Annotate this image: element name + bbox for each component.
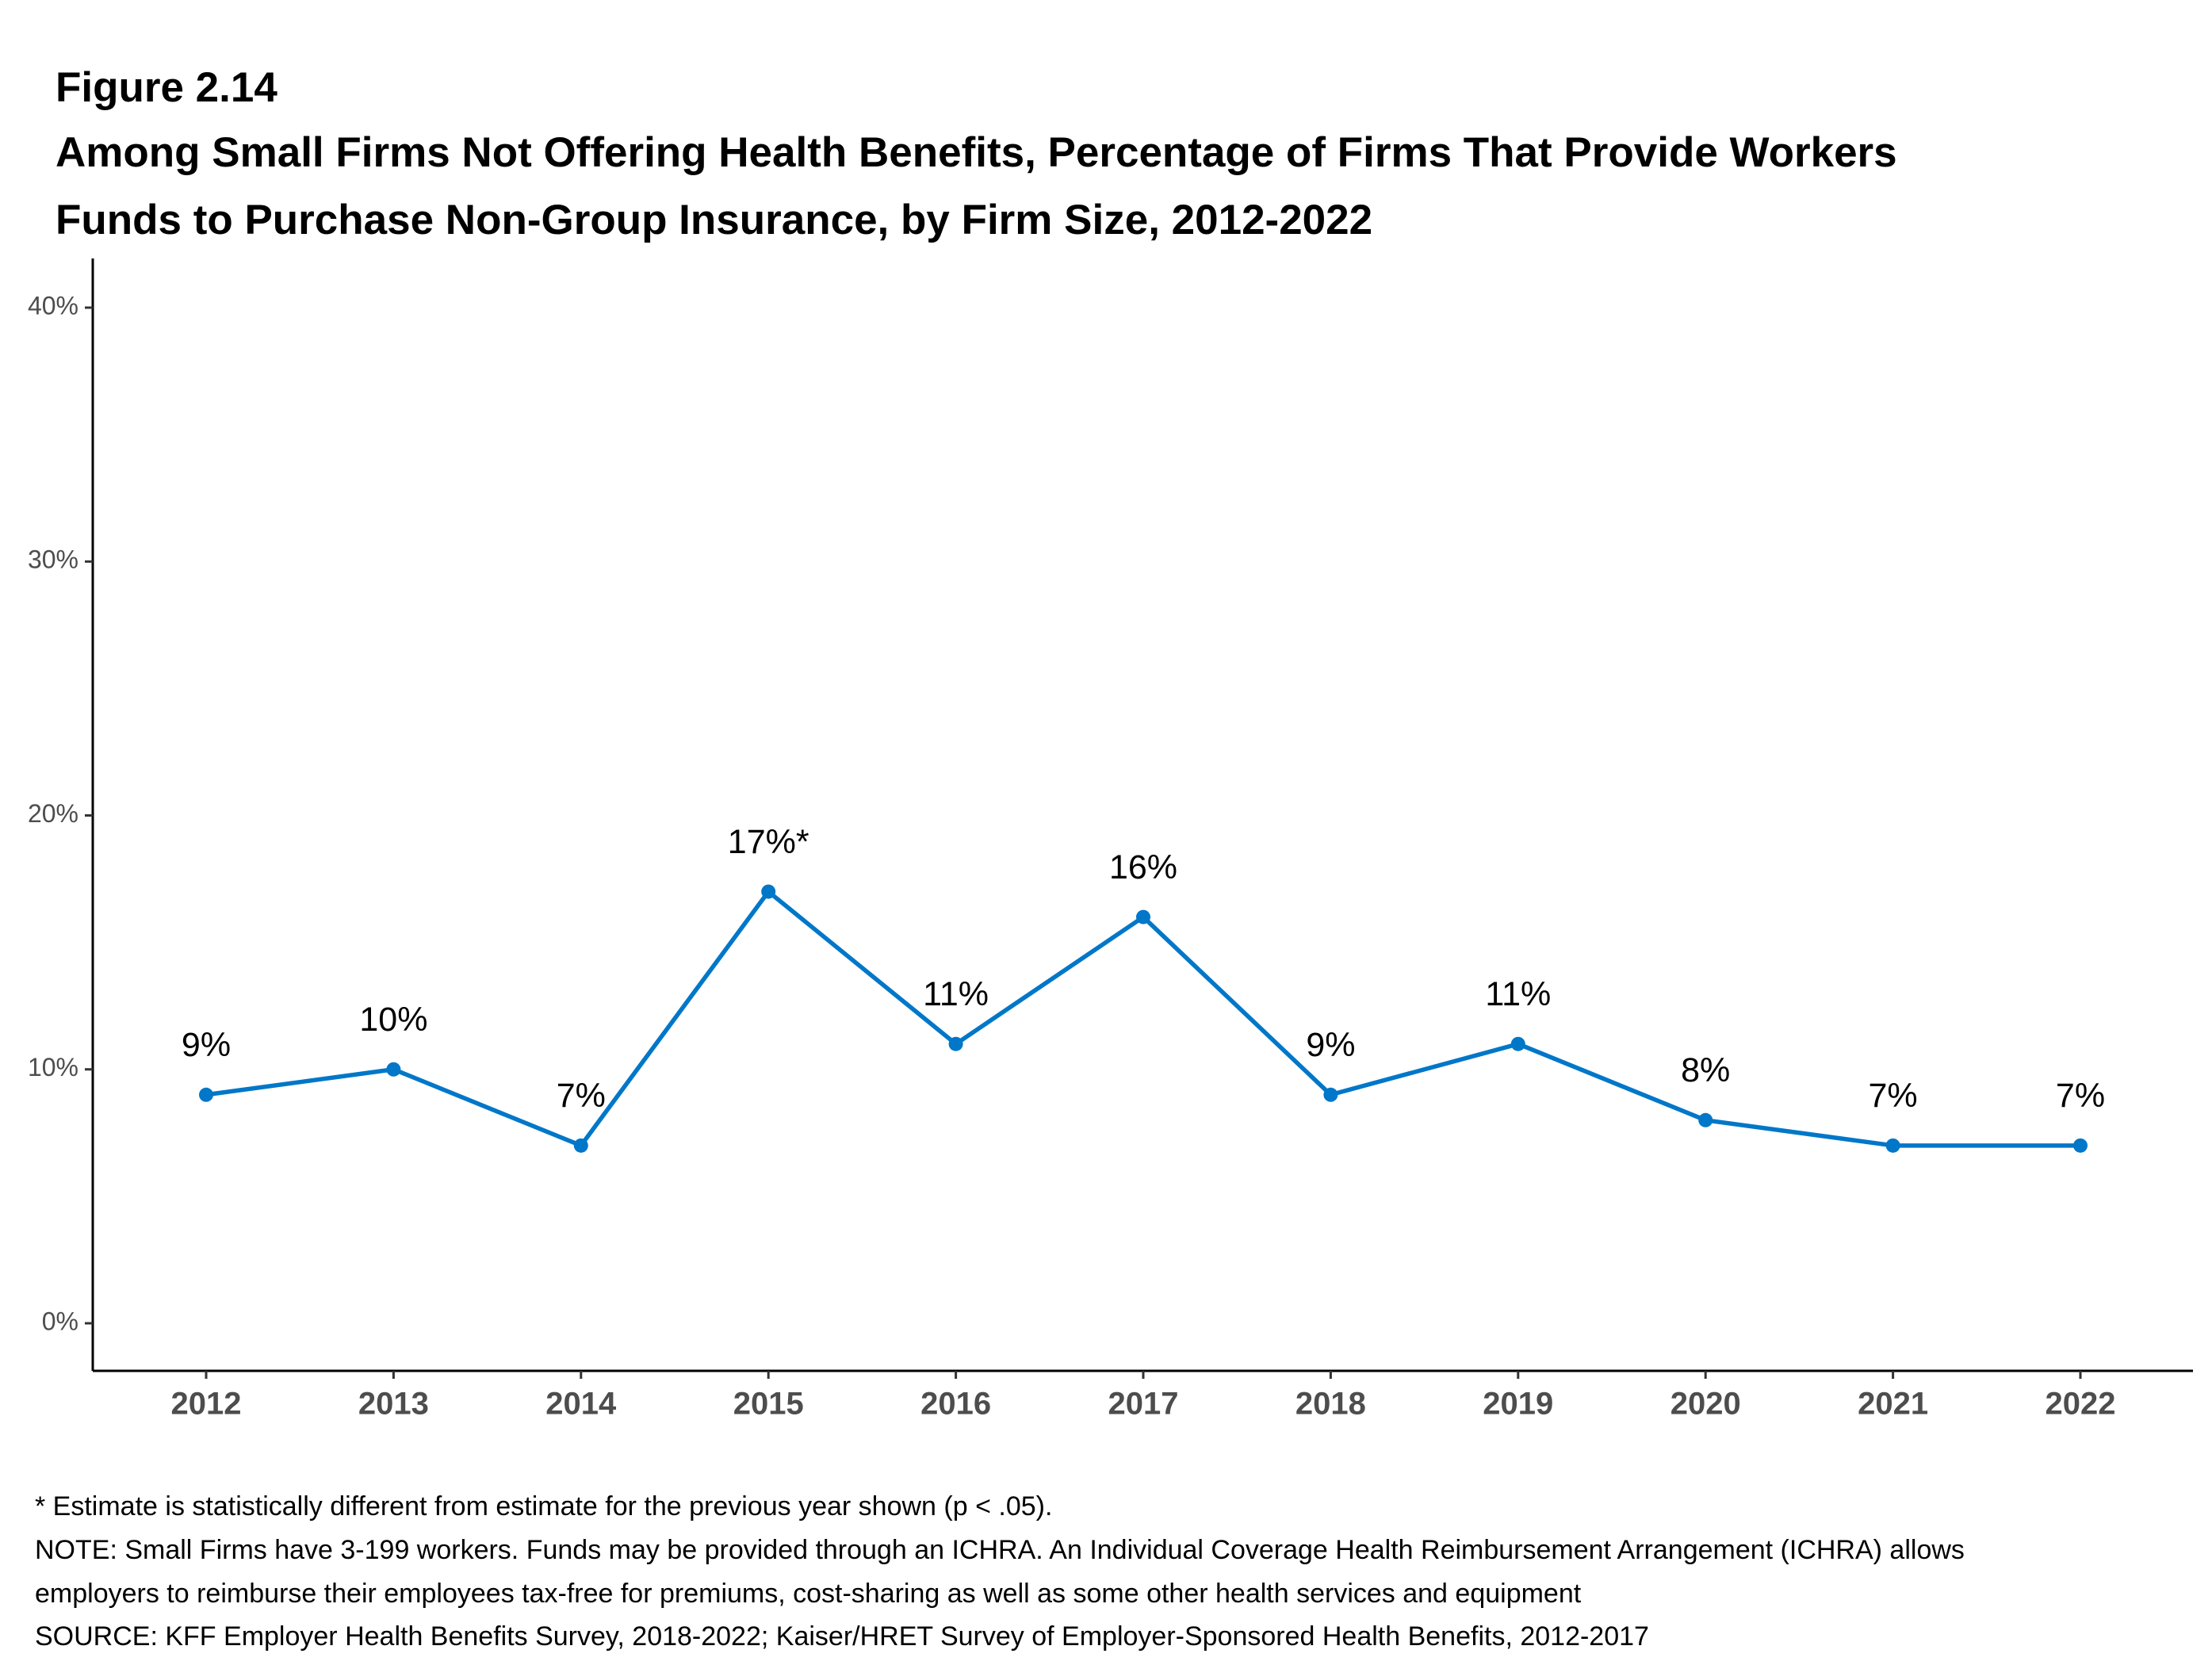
- data-point: [2073, 1138, 2088, 1153]
- x-tick-label: 2022: [2046, 1387, 2116, 1422]
- x-tick-label: 2017: [1108, 1387, 1179, 1422]
- x-tick-label: 2019: [1483, 1387, 1553, 1422]
- y-tick-label: 30%: [28, 545, 78, 574]
- x-tick-label: 2014: [545, 1387, 617, 1422]
- x-tick-label: 2020: [1670, 1387, 1741, 1422]
- x-tick-label: 2018: [1295, 1387, 1366, 1422]
- data-point: [573, 1138, 588, 1153]
- data-point: [1698, 1112, 1713, 1127]
- data-label: 17%*: [728, 823, 809, 861]
- data-label: 7%: [2056, 1077, 2105, 1115]
- data-point: [1323, 1087, 1338, 1102]
- data-label: 8%: [1681, 1051, 1730, 1089]
- chart-title: Funds to Purchase Non-Group Insurance, b…: [55, 197, 1372, 243]
- series-line: [205, 889, 2080, 1148]
- x-tick-label: 2012: [171, 1387, 242, 1422]
- data-point: [1136, 909, 1150, 924]
- x-tick-label: 2016: [920, 1387, 991, 1422]
- data-point: [1885, 1138, 1900, 1153]
- data-point: [199, 1087, 213, 1102]
- figure-label: Figure 2.14: [55, 64, 277, 111]
- data-point: [386, 1062, 401, 1077]
- data-point: [761, 884, 776, 899]
- x-tick-label: 2021: [1858, 1387, 1928, 1422]
- y-tick-label: 40%: [28, 291, 78, 320]
- x-tick-label: 2015: [733, 1387, 804, 1422]
- y-tick-label: 0%: [42, 1307, 78, 1335]
- y-tick-label: 10%: [28, 1053, 78, 1081]
- data-point: [1510, 1036, 1525, 1051]
- data-label: 7%: [1869, 1077, 1918, 1115]
- footnote: NOTE: Small Firms have 3-199 workers. Fu…: [35, 1535, 1965, 1565]
- data-label: 10%: [359, 1001, 427, 1039]
- footnote: * Estimate is statistically different fr…: [35, 1491, 1052, 1521]
- data-point: [948, 1036, 963, 1051]
- data-label: 11%: [923, 975, 989, 1013]
- footnote: SOURCE: KFF Employer Health Benefits Sur…: [35, 1621, 1649, 1652]
- data-label: 9%: [1306, 1026, 1355, 1064]
- data-label: 7%: [557, 1077, 606, 1115]
- data-label: 9%: [182, 1026, 231, 1064]
- data-label: 11%: [1485, 975, 1551, 1013]
- y-tick-label: 20%: [28, 799, 78, 828]
- x-tick-label: 2013: [358, 1387, 429, 1422]
- footnote: employers to reimburse their employees t…: [35, 1579, 1582, 1609]
- chart-title: Among Small Firms Not Offering Health Be…: [55, 129, 1897, 176]
- data-label: 16%: [1109, 848, 1177, 886]
